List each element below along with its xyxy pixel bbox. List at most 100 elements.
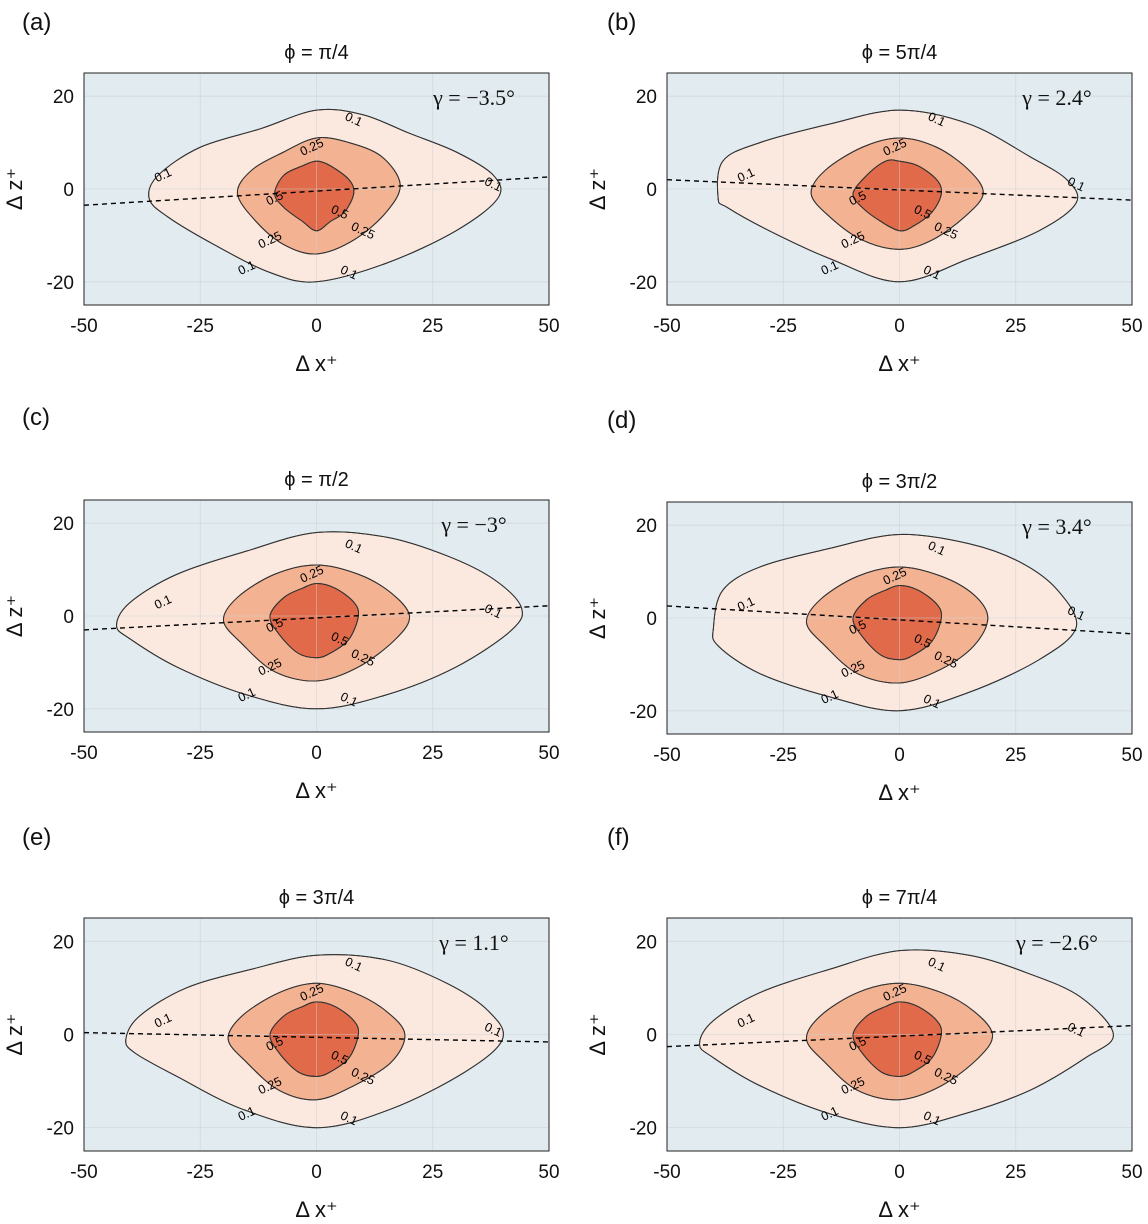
contour-label: 0.1: [819, 258, 841, 278]
inclination-line: [84, 605, 549, 631]
gamma-annotation: γ = −3°: [440, 512, 506, 537]
y-tick-label: -20: [47, 273, 74, 294]
plot-area: 0.10.10.1 0.10.10.250.25 0.250.50.5: [84, 500, 549, 732]
contour-line-0_1: [712, 533, 1078, 712]
x-tick-label: 25: [1005, 316, 1026, 337]
contour-label: 0.5: [264, 615, 286, 635]
contour-line-0_5: [852, 159, 943, 232]
y-tick-label: 0: [63, 180, 74, 201]
contour-label: 0.1: [482, 174, 504, 194]
y-tick-label: -20: [630, 1119, 657, 1140]
contour-label: 0.1: [152, 592, 174, 612]
y-axis-label: Δ z⁺: [2, 595, 27, 637]
x-tick-label: -25: [770, 745, 797, 766]
x-tick-label: 0: [311, 743, 322, 764]
x-tick-label: -25: [187, 743, 214, 764]
plot-area: 0.10.10.1 0.10.10.250.25 0.250.50.5: [667, 918, 1132, 1151]
contour-label: 0.1: [338, 690, 360, 710]
inclination-line: [667, 179, 1132, 201]
y-tick-label: -20: [630, 702, 657, 723]
contour-line-0_25: [236, 137, 401, 255]
x-tick-label: 50: [538, 316, 559, 337]
contour-line-0_25: [222, 564, 411, 682]
contour-label: 0.5: [329, 629, 351, 649]
x-tick-label: 50: [538, 1162, 559, 1183]
x-tick-label: -25: [187, 316, 214, 337]
contour-label: 0.1: [921, 1108, 943, 1128]
contour-label: 0.1: [338, 263, 360, 283]
contour-label: 0.5: [912, 202, 934, 222]
panel-letter: (d): [607, 407, 636, 434]
y-tick-label: 20: [636, 932, 657, 953]
contour-label: 0.5: [264, 1034, 286, 1054]
x-tick-label: 25: [1005, 1162, 1026, 1183]
y-tick-label: -20: [47, 700, 74, 721]
y-axis-label: Δ z⁺: [585, 168, 610, 210]
contour-label: 0.1: [926, 109, 948, 129]
contour-label: 0.1: [152, 165, 174, 185]
panel-f: (f)ϕ = 7π/40.10.10.1 0.10.10.250.25 0.250.…: [585, 824, 1143, 1222]
contour-line-0_1: [116, 531, 523, 710]
x-tick-label: 0: [311, 1162, 322, 1183]
inclination-line: [667, 605, 1132, 635]
x-tick-label: -50: [653, 1162, 680, 1183]
panel-letter: (b): [607, 9, 636, 36]
gamma-annotation: γ = −2.6°: [1015, 930, 1098, 955]
panel-title: ϕ = 3π/2: [862, 471, 938, 493]
x-tick-label: 25: [422, 1162, 443, 1183]
panel-b: (b)ϕ = 5π/40.10.10.1 0.10.10.250.25 0.250.…: [585, 9, 1143, 376]
plot-area: 0.10.10.1 0.10.10.250.25 0.250.50.5: [84, 73, 549, 305]
panel-title: ϕ = π/4: [284, 42, 348, 64]
contour-label: 0.5: [329, 1048, 351, 1068]
x-tick-label: 0: [894, 745, 905, 766]
x-axis-label: Δ x⁺: [295, 778, 337, 803]
x-tick-label: 50: [1121, 745, 1142, 766]
contour-label: 0.5: [912, 631, 934, 651]
contour-label: 0.1: [921, 692, 943, 712]
contour-label: 0.1: [819, 1104, 841, 1124]
plot-area: 0.10.10.1 0.10.10.250.25 0.250.50.5: [667, 502, 1132, 734]
contour-label: 0.1: [343, 109, 365, 129]
panel-c: (c)ϕ = π/20.10.10.1 0.10.10.250.25 0.250.5…: [2, 404, 560, 803]
y-axis-label: Δ z⁺: [2, 1013, 27, 1055]
x-tick-label: -25: [770, 1162, 797, 1183]
contour-label: 0.5: [847, 188, 869, 208]
panel-letter: (a): [22, 9, 51, 36]
gamma-annotation: γ = 1.1°: [438, 930, 508, 955]
x-axis-label: Δ x⁺: [878, 1197, 920, 1222]
contour-label: 0.1: [1065, 603, 1087, 623]
contour-label: 0.5: [847, 617, 869, 637]
x-tick-label: -50: [653, 316, 680, 337]
x-axis-label: Δ x⁺: [295, 351, 337, 376]
x-tick-label: 50: [1121, 316, 1142, 337]
panel-d: (d)ϕ = 3π/20.10.10.1 0.10.10.250.25 0.250.…: [585, 407, 1143, 805]
x-tick-label: -50: [70, 316, 97, 337]
contour-label: 0.1: [735, 165, 757, 185]
contour-line-0_25: [805, 982, 994, 1101]
x-axis-label: Δ x⁺: [878, 780, 920, 805]
gamma-annotation: γ = 2.4°: [1021, 85, 1091, 110]
contour-label: 0.1: [921, 263, 943, 283]
y-tick-label: 20: [636, 516, 657, 537]
contour-line-0_1: [125, 954, 504, 1129]
panel-letter: (c): [22, 404, 50, 431]
contour-label: 0.1: [1065, 1020, 1087, 1040]
plot-frame: [666, 501, 1133, 735]
panel-title: ϕ = 5π/4: [862, 42, 938, 64]
inclination-line: [84, 176, 549, 206]
contour-label: 0.1: [338, 1108, 360, 1128]
y-tick-label: 20: [53, 87, 74, 108]
contour-line-0_1: [148, 108, 502, 283]
y-tick-label: 0: [646, 180, 657, 201]
panel-a: (a)ϕ = π/40.10.10.1 0.10.10.250.25 0.250.5…: [2, 9, 560, 376]
y-tick-label: 0: [63, 1026, 74, 1047]
y-axis-label: Δ z⁺: [585, 1013, 610, 1055]
contour-label: 0.1: [735, 594, 757, 614]
contour-label: 0.5: [912, 1048, 934, 1068]
contour-label: 0.1: [819, 687, 841, 707]
x-axis-label: Δ x⁺: [295, 1197, 337, 1222]
panel-title: ϕ = 7π/4: [862, 887, 938, 909]
contour-label: 0.1: [926, 955, 948, 975]
contour-line-0_25: [227, 982, 406, 1101]
